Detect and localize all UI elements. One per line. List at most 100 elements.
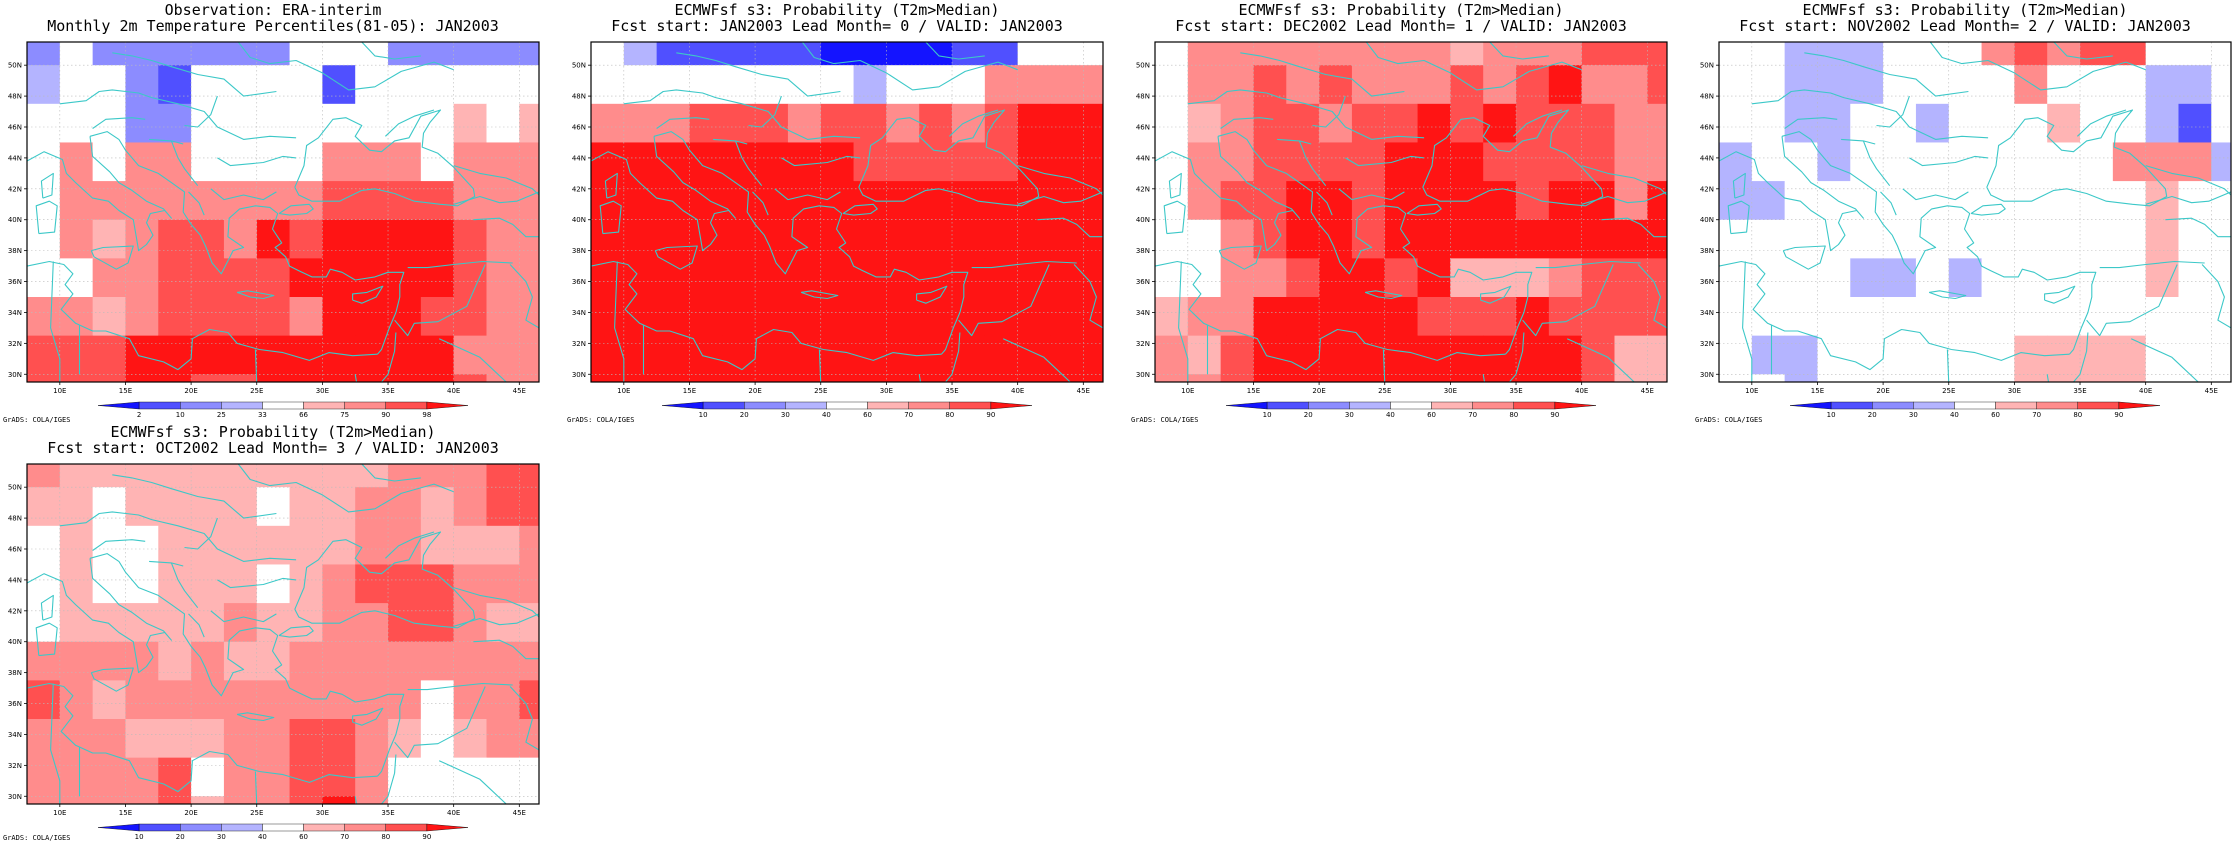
grid-cell [355,65,389,105]
coastlines [27,464,539,804]
x-tick-label: 30E [2008,387,2021,395]
grid-cell [355,181,389,221]
grid-cell [2211,65,2231,105]
grid-cell [1187,219,1222,259]
grid-cell [223,103,258,143]
grid-cell [689,258,723,298]
coastline [1581,165,1667,196]
grid-cell [1817,181,1851,221]
grid-cell [420,374,455,382]
plot-frame [1718,41,2232,383]
panel-title: ECMWFsf s3: Probability (T2m>Median) Fcs… [1695,2,2235,34]
coastline [453,165,539,196]
grid-cell [2178,65,2212,105]
grid-cell [1483,42,1517,66]
grid-cell [2211,335,2231,375]
colorbar-swatch [1995,401,2037,410]
grid-cell [1155,297,1189,337]
coastline [818,349,822,382]
y-tick-label: 34N [1700,309,1714,317]
grid-cell [125,219,159,259]
grid-cell [92,103,126,143]
grid-cell [420,297,455,337]
grid-cell [1017,142,1051,182]
grid-cell [322,374,356,382]
colorbar-swatch [702,401,745,410]
coastline [1637,264,1667,329]
grads-credit: GrADS: COLA/IGES [3,416,71,424]
grid-cell [1417,335,1451,375]
coastline [170,562,199,609]
coastline [2130,338,2199,382]
grid-cell [223,796,258,804]
coastline [170,140,199,187]
grid-cell [256,487,290,527]
grid-cell [1581,374,1615,382]
grid-cell [420,103,455,143]
colorbar-label: 80 [945,411,954,419]
grid-cell [519,219,539,259]
grid-cell [1817,103,1851,143]
grid-cell [689,374,723,382]
grid-cell [1719,181,1753,221]
grid-cell [158,42,192,66]
coastline [748,95,782,128]
grid-cell [2014,181,2048,221]
colorbar-swatch [303,401,345,410]
grid-cell [1719,258,1753,298]
grid-cell [1915,335,1950,375]
coastline [381,754,397,804]
grid-cell [2145,219,2179,259]
grid-cell [27,181,61,221]
grid-cell [2080,103,2114,143]
grid-cell [1384,65,1418,105]
grid-cell [388,641,422,681]
colorbar-swatch [1472,401,1514,410]
grid-cell [2047,142,2081,182]
grid-cell [1017,42,1051,66]
grid-cell [355,641,389,681]
grid-cell [656,103,690,143]
coastline [958,264,1050,337]
coastline [237,42,454,91]
grid-cell [722,374,756,382]
grid-cell [486,374,520,382]
x-tick-label: 30E [880,387,893,395]
grid-cell [2211,42,2231,66]
grid-cell [1581,65,1615,105]
grid-cell [689,219,723,259]
grid-cell [1751,181,1786,221]
graticule [1719,42,2231,382]
grid-cell [322,181,356,221]
grid-cell [2211,181,2231,221]
grid-cell [689,103,723,143]
grid-cell [1647,142,1667,182]
grid-cell [1253,42,1287,66]
grid-cell [420,757,455,797]
y-tick-label: 50N [1700,62,1714,70]
coastline [1382,349,1386,382]
grid-cell [1417,65,1451,105]
grid-cell [2145,42,2179,66]
coastline [1406,203,1442,216]
grid-cell [2145,103,2179,143]
grid-cell [853,297,887,337]
grid-cell [1450,65,1484,105]
colorbar-label: 70 [1468,411,1477,419]
coastline [916,285,948,304]
grid-cell [1784,65,1818,105]
grid-cell [1286,181,1320,221]
grid-cell [952,65,986,105]
grid-cell [92,297,126,337]
y-tick-label: 36N [1700,278,1714,286]
coastline [1163,200,1186,235]
grid-cell [59,603,94,643]
colorbar: 10 20 30 40 60 70 80 90 [97,823,469,841]
y-tick-label: 36N [8,700,22,708]
grid-cell [1286,65,1320,105]
grid-cell [1187,258,1222,298]
x-tick-label: 45E [2205,387,2218,395]
colorbar-label: 10 [1263,411,1272,419]
grid-cell [984,103,1019,143]
grid-cell [519,42,539,66]
